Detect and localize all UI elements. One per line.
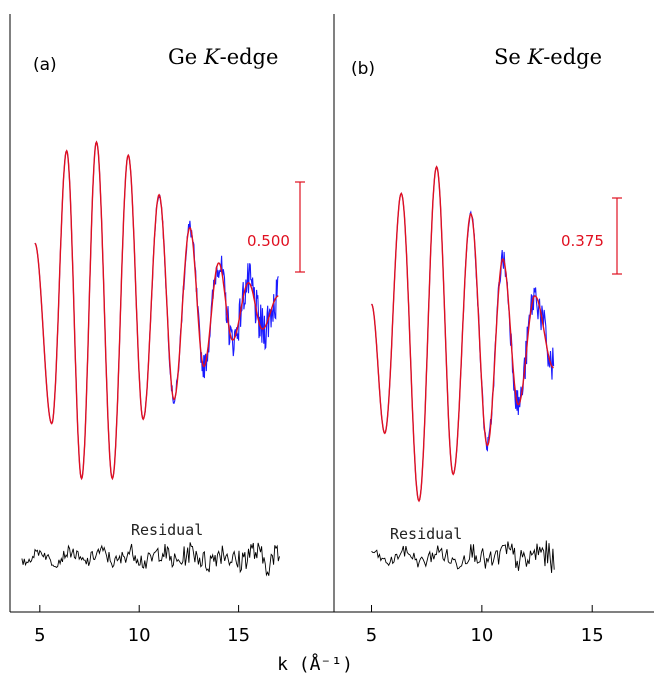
x-tick-label: 15 — [227, 625, 250, 646]
curves-b — [371, 165, 555, 573]
x-tick-label: 15 — [581, 625, 604, 646]
residual-label-a: Residual — [131, 521, 203, 539]
panel-label-a: (a) — [33, 55, 57, 75]
panel-title-a: Ge K-edge — [168, 45, 278, 69]
fit-line-a — [34, 140, 279, 481]
fit-line-b — [371, 165, 554, 503]
x-tick-label: 5 — [366, 625, 377, 646]
residual-label-b: Residual — [390, 525, 462, 543]
scale-bar-value-b: 0.375 — [561, 232, 604, 250]
x-tick-label: 10 — [128, 625, 151, 646]
panel-b: (b) Se K-edge 0.375 Residual 5 10 15 — [351, 45, 622, 646]
ticks-a: 5 10 15 — [34, 605, 250, 646]
x-axis-label: k (Å⁻¹) — [277, 653, 353, 675]
panel-a: (a) Ge K-edge 0.500 Residual 5 10 15 — [21, 45, 305, 646]
data-line-a — [34, 140, 279, 480]
panel-title-b: Se K-edge — [494, 45, 602, 69]
residual-line-b — [371, 540, 555, 573]
x-tick-label: 10 — [470, 625, 493, 646]
residual-line-a — [21, 542, 280, 577]
ticks-b: 5 10 15 — [366, 605, 604, 646]
scale-bar-value-a: 0.500 — [247, 232, 290, 250]
x-tick-label: 5 — [34, 625, 45, 646]
curves-a — [21, 140, 280, 577]
panel-label-b: (b) — [351, 59, 375, 79]
